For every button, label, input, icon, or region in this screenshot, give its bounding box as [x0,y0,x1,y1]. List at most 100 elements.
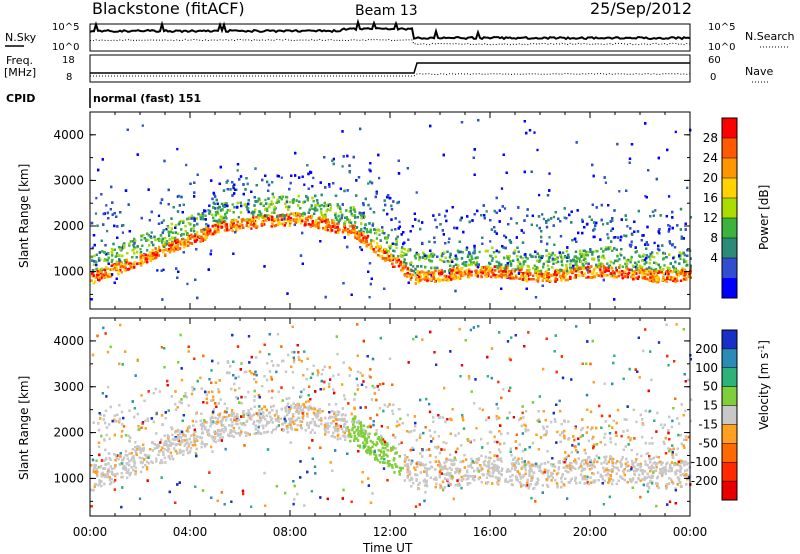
power-cell [185,163,188,167]
power-cell [372,222,375,225]
power-cell [176,147,179,151]
freq-panel: Freq. [MHz] 18 8 60 0 Nave [4,54,773,83]
power-cell [355,232,359,235]
power-cell [401,269,404,272]
power-cell [535,271,538,275]
power-cell [141,124,144,127]
power-cell [582,258,585,262]
power-cell [504,236,508,239]
power-cell [653,277,656,281]
power-cell [382,251,385,254]
power-cell [115,252,119,255]
power-cell [644,273,647,276]
power-cell [326,229,329,232]
power-cell [269,215,272,218]
power-cell [363,215,367,218]
power-cell [555,261,558,265]
power-cell [139,248,142,251]
power-cell [585,276,588,279]
power-cell [190,214,193,217]
power-cell [652,214,655,217]
power-cell [503,207,507,210]
power-cell [207,209,210,212]
power-cell [669,278,672,281]
power-cell [654,209,657,212]
power-cell [500,187,504,190]
power-cell [391,258,394,262]
freq-series [90,62,690,74]
nsearch-label: N.Search [745,30,795,43]
power-cell [485,210,488,213]
power-cell [689,271,692,275]
power-cell [674,130,677,134]
nsearch-tick-top: 10^5 [708,22,735,33]
power-cell [618,264,621,267]
power-cell [250,227,253,230]
cpid-value: normal (fast) 151 [93,92,201,105]
power-cell [487,274,490,278]
power-cell [629,261,632,264]
power-cell [147,238,150,242]
power-cell [678,251,681,254]
power-cell [236,169,239,172]
power-cell [226,179,229,182]
power-cell [231,203,234,206]
power-cell [165,228,168,231]
power-cell [624,262,627,265]
power-cell [545,254,548,257]
power-cell [236,223,239,227]
power-cell [663,264,666,267]
power-cell [514,274,517,277]
power-data [90,119,692,301]
power-cell [158,245,161,249]
power-cell [433,273,436,276]
power-cell [369,207,372,210]
power-cell [668,225,672,228]
power-cell [482,269,485,273]
nsearch-series [89,38,691,46]
power-cell [672,266,676,270]
power-cell [539,254,542,258]
power-cell [264,198,267,202]
power-cell [679,257,682,261]
power-cell [106,229,109,233]
power-cell [619,239,622,242]
power-cell [606,233,609,236]
power-cell [328,185,331,188]
nsky-tick-bottom: 10^0 [52,42,79,53]
power-cell [390,228,393,232]
power-cell [508,260,511,263]
power-cell [538,193,541,197]
power-cell [179,219,182,223]
power-cell [161,241,164,244]
power-cell [156,269,159,272]
power-cell [552,274,555,278]
power-cell [495,274,498,277]
power-cell [560,276,563,280]
nsky-label: N.Sky [5,31,37,44]
power-cell [220,223,223,226]
power-cell [517,269,520,272]
power-cell [412,265,415,268]
power-cell [202,218,205,221]
power-cell [95,196,98,200]
power-cell [653,256,656,259]
station-title: Blackstone (fitACF) [92,0,245,18]
power-cell [92,271,95,274]
power-cell [548,172,551,175]
power-cell [338,205,341,208]
power-cell [437,271,440,274]
power-cell [270,200,273,203]
nsearch-tick-bottom: 10^0 [708,42,735,53]
power-cell [552,215,556,219]
power-cell [367,182,370,185]
power-cell [162,219,165,222]
power-cell [634,266,637,269]
power-cell [153,251,157,254]
power-cell [326,208,329,211]
nave-series [90,72,691,77]
freq-tick-bottom: 8 [66,72,72,83]
freq-unit: [MHz] [4,66,36,79]
